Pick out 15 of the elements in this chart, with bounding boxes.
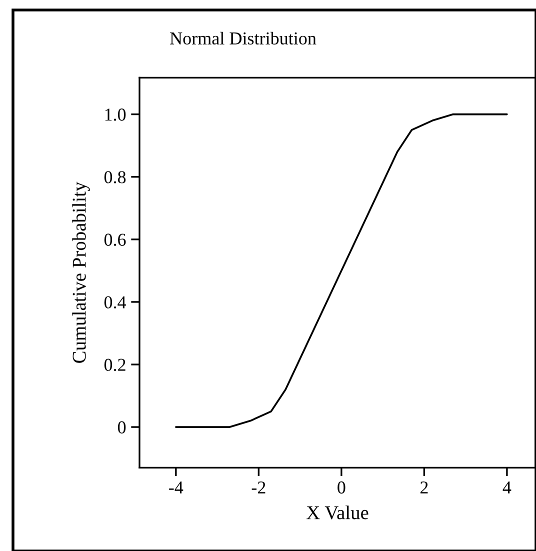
- y-tick-label: 0.8: [104, 171, 126, 184]
- chart-title: Normal Distribution: [170, 32, 316, 45]
- x-axis-title: X Value: [306, 506, 368, 520]
- line-series: [175, 113, 508, 428]
- y-tick-label: 1.0: [105, 108, 126, 121]
- x-tick-label: 4: [502, 482, 512, 494]
- x-tick-label: -2: [252, 481, 266, 494]
- y-tick-label: 0.2: [104, 358, 126, 372]
- y-tick-label: 0.6: [104, 234, 126, 246]
- y-axis-title: Cumulative Probability: [72, 182, 90, 363]
- x-tick-label: -4: [169, 482, 184, 494]
- x-tick-label: 2: [420, 481, 428, 494]
- y-tick-label: 0.4: [104, 296, 126, 308]
- x-tick-label: 0: [338, 481, 346, 494]
- y-tick-label: 0: [118, 421, 126, 434]
